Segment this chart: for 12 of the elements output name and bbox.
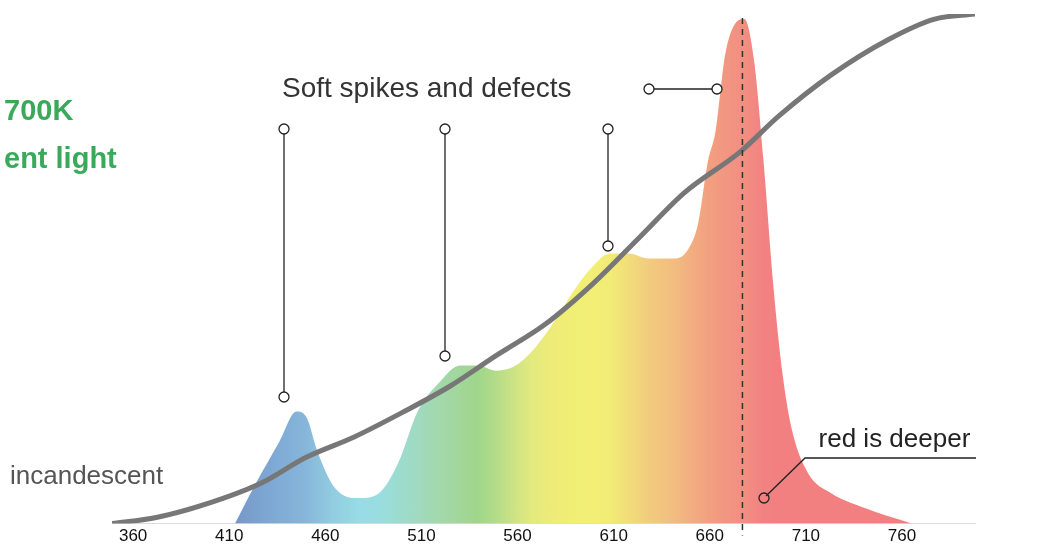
- x-tick-label: 360: [118, 526, 148, 546]
- x-tick-label: 410: [215, 526, 244, 546]
- x-tick-label: 460: [311, 526, 340, 546]
- series-label: incandescent: [10, 460, 164, 491]
- x-tick-label: 510: [407, 526, 436, 546]
- text: 700K ent light: [4, 93, 117, 176]
- x-tick-label: 760: [887, 526, 917, 546]
- annotation: red is deeper: [818, 423, 971, 455]
- x-tick-label: 560: [503, 526, 532, 546]
- x-tick-label: 710: [791, 526, 821, 546]
- x-tick-label: 660: [695, 526, 724, 546]
- x-tick-label: 610: [599, 526, 628, 546]
